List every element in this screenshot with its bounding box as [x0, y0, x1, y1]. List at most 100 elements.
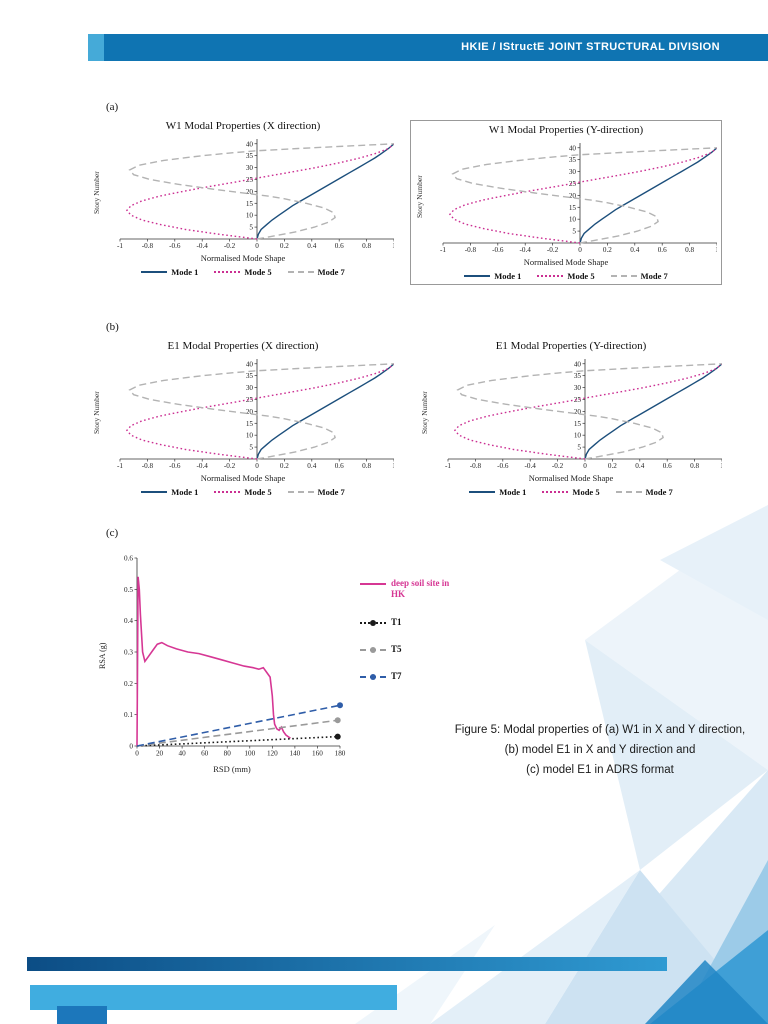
y-tick-label: 30 — [246, 164, 254, 172]
y-tick-label: 0.3 — [124, 649, 133, 657]
y-tick-label: 10 — [246, 432, 254, 440]
x-tick-label: -1 — [445, 462, 451, 470]
y-tick-label: 25 — [246, 396, 254, 404]
x-tick-label: 0.2 — [280, 462, 289, 470]
gradient-bar — [27, 957, 667, 971]
series-T7 — [136, 704, 341, 747]
x-tick-label: -0.2 — [552, 462, 564, 470]
series-mode5 — [125, 363, 394, 460]
legend-item: Mode 1 — [141, 267, 198, 277]
legend-line-sample — [615, 491, 642, 493]
x-tick-label: 0.4 — [630, 246, 639, 254]
legend-label: T7 — [391, 671, 402, 681]
x-tick-label: -0.8 — [469, 462, 481, 470]
x-tick-label: 0.2 — [280, 242, 289, 250]
y-tick-label: 5 — [577, 444, 581, 452]
legend-item: Mode 7 — [610, 271, 668, 281]
charts-row-a: W1 Modal Properties (X direction) Story N… — [92, 120, 722, 285]
legend-line-sample — [542, 491, 569, 493]
x-tick-label: 0.6 — [334, 462, 343, 470]
caption-line-2: (b) model E1 in X and Y direction and — [504, 744, 696, 757]
x-tick-label: -0.4 — [196, 462, 208, 470]
x-tick-label: -1 — [440, 246, 446, 254]
series-mode5 — [125, 143, 394, 240]
triangle-mosaic — [355, 505, 768, 1024]
x-tick-label: -0.8 — [141, 462, 153, 470]
y-tick-label: 15 — [569, 204, 577, 212]
series-mode1 — [256, 363, 394, 460]
legend-item: Mode 5 — [542, 487, 600, 497]
y-tick-label: 15 — [574, 420, 582, 428]
x-tick-label: 60 — [201, 750, 209, 758]
x-tick-label: 1 — [392, 462, 394, 470]
legend-label: Mode 7 — [645, 487, 673, 497]
chart-title: E1 Modal Properties (Y-direction) — [495, 340, 647, 352]
legend-item: Mode 7 — [287, 267, 345, 277]
y-tick-label: 0.5 — [124, 586, 133, 594]
legend-label: Mode 5 — [244, 487, 272, 497]
figure-label-b: (b) — [106, 321, 119, 333]
y-tick-label: 35 — [246, 372, 254, 380]
legend-item: Mode 1 — [469, 487, 526, 497]
chart-legend: Mode 1 Mode 5 Mode 7 — [92, 267, 394, 277]
x-tick-label: -0.4 — [524, 462, 536, 470]
x-axis-label: RSD (mm) — [213, 764, 251, 774]
y-tick-label: 0.4 — [124, 617, 133, 625]
x-tick-label: -0.6 — [492, 246, 504, 254]
legend-item: deep soil site in HK — [360, 578, 456, 601]
x-axis-label: Normalised Mode Shape — [200, 253, 286, 263]
legend-line-sample — [360, 583, 386, 585]
x-tick-label: 20 — [156, 750, 164, 758]
y-tick-label: 35 — [246, 152, 254, 160]
series-mode5 — [448, 147, 717, 244]
legend-line-sample — [360, 646, 386, 653]
series-mode7 — [128, 143, 394, 240]
x-tick-label: 40 — [179, 750, 187, 758]
navy-block — [57, 1006, 107, 1024]
legend-line-sample — [214, 491, 241, 493]
x-tick-label: -0.2 — [224, 462, 236, 470]
y-tick-label: 0.6 — [124, 555, 133, 563]
series-end-marker — [334, 733, 341, 740]
legend-label: Mode 7 — [317, 267, 345, 277]
chart-legend: Mode 1 Mode 5 Mode 7 — [92, 487, 394, 497]
journal-header-title: HKIE / IStructE JOINT STRUCTURAL DIVISIO… — [461, 41, 720, 53]
y-tick-label: 5 — [249, 444, 253, 452]
x-axis-label: Normalised Mode Shape — [528, 473, 614, 483]
mode-shape-plot: -1 -0.8 -0.6 -0.4 -0.2 0 0.2 0.4 0.6 0.8 151015202… — [445, 359, 722, 470]
legend-item: Mode 5 — [537, 271, 595, 281]
y-tick-label: 40 — [246, 360, 254, 368]
y-tick-label: 25 — [246, 176, 254, 184]
x-tick-label: -1 — [117, 242, 123, 250]
y-tick-label: 20 — [246, 188, 254, 196]
x-tick-label: -0.8 — [141, 242, 153, 250]
legend-line-sample — [287, 271, 314, 273]
y-tick-label: 5 — [249, 224, 253, 232]
legend-line-sample — [360, 674, 386, 680]
legend-item: Mode 1 — [141, 487, 198, 497]
y-tick-label: 30 — [574, 384, 582, 392]
x-tick-label: -0.6 — [169, 242, 181, 250]
series-mode7 — [451, 147, 717, 244]
legend-line-sample — [214, 271, 241, 273]
mode-shape-plot: -1 -0.8 -0.6 -0.4 -0.2 0 0.2 0.4 0.6 0.8 151015202… — [117, 359, 394, 470]
x-tick-label: 0 — [255, 242, 259, 250]
legend-item: Mode 7 — [287, 487, 345, 497]
adrs-legend: deep soil site in HK T1 T5 T7 — [360, 550, 456, 698]
x-tick-label: 0.8 — [685, 246, 694, 254]
y-axis-label: RSA (g) — [98, 642, 107, 670]
x-tick-label: -0.6 — [169, 462, 181, 470]
legend-line-sample — [287, 491, 314, 493]
legend-item: T7 — [360, 671, 456, 682]
caption-line-1: Figure 5: Modal properties of (a) W1 in … — [454, 724, 746, 736]
y-tick-label: 5 — [572, 228, 576, 236]
legend-label: Mode 1 — [171, 487, 199, 497]
x-tick-label: 0.8 — [690, 462, 699, 470]
x-tick-label: 180 — [335, 750, 346, 758]
legend-line-sample — [469, 491, 496, 493]
mode-shape-plot: -1 -0.8 -0.6 -0.4 -0.2 0 0.2 0.4 0.6 0.8 151015202… — [117, 139, 394, 250]
legend-item: T5 — [360, 644, 456, 655]
chart-legend: Mode 1 Mode 5 Mode 7 — [420, 487, 722, 497]
chart-w1-y-direction: W1 Modal Properties (Y-direction) Story N… — [410, 120, 722, 285]
